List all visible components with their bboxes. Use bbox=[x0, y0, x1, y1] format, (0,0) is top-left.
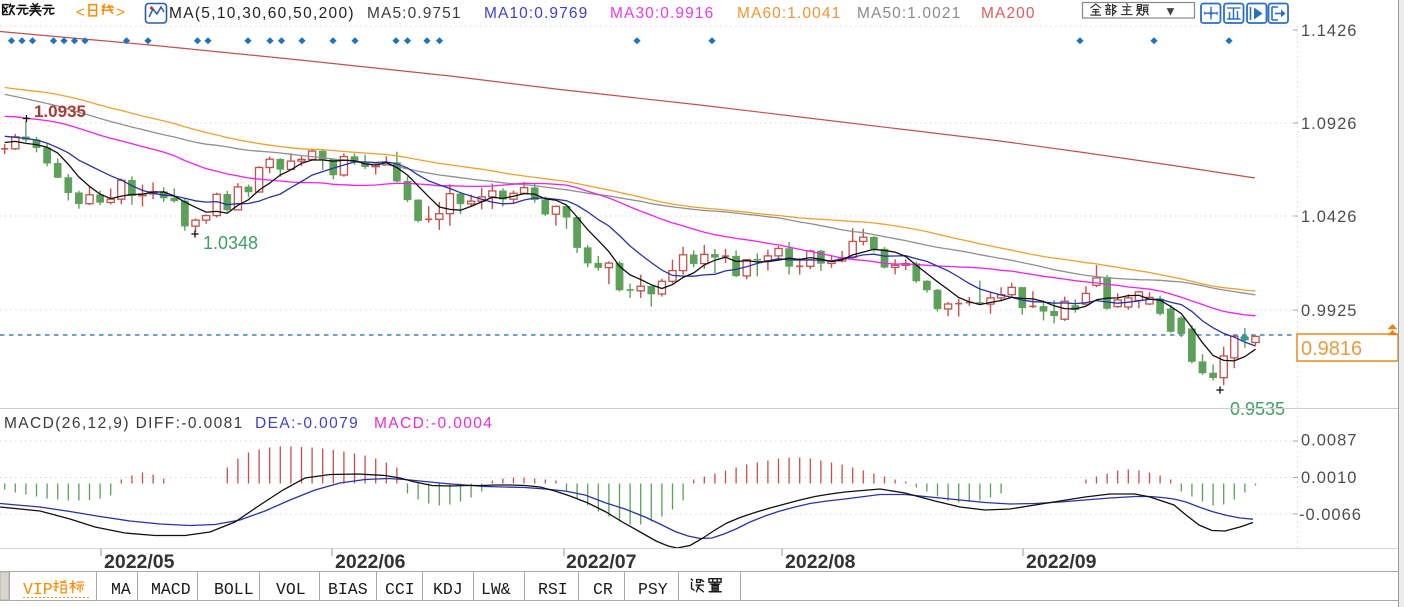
svg-text:<: < bbox=[76, 4, 85, 21]
svg-text:MA10:0.9769: MA10:0.9769 bbox=[484, 5, 588, 22]
svg-text:2022/09: 2022/09 bbox=[1026, 551, 1097, 573]
svg-text:DEA:-0.0079: DEA:-0.0079 bbox=[255, 415, 359, 432]
svg-text:MA30:0.9916: MA30:0.9916 bbox=[610, 5, 714, 22]
svg-text:RSI: RSI bbox=[538, 580, 568, 599]
svg-text:2022/05: 2022/05 bbox=[104, 551, 175, 573]
svg-text:0.9816: 0.9816 bbox=[1301, 338, 1362, 360]
svg-text:CR: CR bbox=[593, 580, 613, 599]
svg-text:MA200: MA200 bbox=[981, 5, 1036, 22]
svg-text:1.0935: 1.0935 bbox=[34, 102, 86, 121]
svg-text:1.0348: 1.0348 bbox=[203, 233, 258, 253]
svg-text:0.0087: 0.0087 bbox=[1301, 431, 1357, 449]
svg-text:MA(5,10,30,60,50,200): MA(5,10,30,60,50,200) bbox=[169, 5, 355, 22]
svg-text:BOLL: BOLL bbox=[214, 580, 254, 599]
svg-text:2022/06: 2022/06 bbox=[335, 551, 406, 573]
svg-text:MA5:0.9751: MA5:0.9751 bbox=[367, 5, 462, 22]
svg-text:PSY: PSY bbox=[638, 580, 668, 599]
svg-text:MA: MA bbox=[111, 580, 131, 599]
svg-text:KDJ: KDJ bbox=[433, 580, 463, 599]
svg-text:VIP: VIP bbox=[23, 580, 53, 599]
svg-text:CCI: CCI bbox=[385, 580, 415, 599]
svg-text:1.0426: 1.0426 bbox=[1301, 208, 1357, 226]
svg-text:MACD(26,12,9) DIFF:-0.0081: MACD(26,12,9) DIFF:-0.0081 bbox=[4, 415, 244, 432]
svg-text:>: > bbox=[116, 4, 125, 21]
svg-text:VOL: VOL bbox=[276, 580, 306, 599]
svg-text:1.0926: 1.0926 bbox=[1301, 115, 1357, 133]
svg-text:1.1426: 1.1426 bbox=[1301, 22, 1357, 40]
svg-text:LW&: LW& bbox=[481, 580, 511, 599]
svg-text:MACD: MACD bbox=[151, 580, 191, 599]
svg-text:MA50:1.0021: MA50:1.0021 bbox=[857, 5, 961, 22]
svg-text:2022/08: 2022/08 bbox=[785, 551, 856, 573]
svg-text:▼: ▼ bbox=[1164, 4, 1177, 19]
svg-text:MA60:1.0041: MA60:1.0041 bbox=[737, 5, 841, 22]
svg-text:0.0010: 0.0010 bbox=[1301, 469, 1357, 487]
svg-text:2022/07: 2022/07 bbox=[566, 551, 637, 573]
svg-text:-0.0066: -0.0066 bbox=[1299, 506, 1362, 524]
svg-text:0.9925: 0.9925 bbox=[1301, 302, 1357, 320]
svg-text:MACD:-0.0004: MACD:-0.0004 bbox=[374, 415, 493, 432]
svg-text:BIAS: BIAS bbox=[328, 580, 368, 599]
